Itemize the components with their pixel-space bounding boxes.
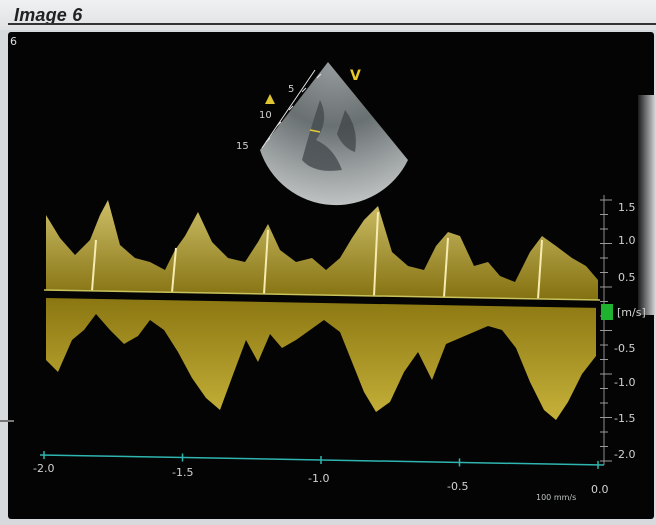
screen-edge-glare (638, 95, 656, 315)
spectrum-spike (171, 247, 177, 293)
vtick-label: -0.5 (614, 342, 635, 355)
sector-marker: V (350, 68, 361, 84)
vtick-label: 0.5 (618, 271, 636, 284)
scale-marker (601, 304, 613, 320)
time-label: 0.0 (591, 483, 609, 496)
time-label: -0.5 (447, 480, 468, 493)
sector-image (260, 62, 408, 206)
spectrum-spike (263, 229, 269, 295)
spectrum-spike (537, 239, 543, 300)
sweep-speed: 100 mm/s (536, 493, 576, 502)
vtick-label: -1.5 (614, 412, 635, 425)
velocity-unit: [m/s] (617, 306, 646, 319)
side-tab-mark (0, 420, 14, 422)
depth-label-15: 15 (236, 141, 249, 152)
time-label: -1.5 (172, 466, 193, 479)
spectrum-forward-flow (46, 200, 598, 300)
vtick-label: -2.0 (614, 448, 635, 461)
vtick-label: 1.0 (618, 234, 636, 247)
time-label: -2.0 (33, 462, 54, 475)
time-label: -1.0 (308, 472, 329, 485)
spectrum-spike (443, 237, 449, 298)
vtick-label: -1.0 (614, 376, 635, 389)
velocity-scale: [m/s] 1.5 1.0 0.5 -0.5 -1.0 -1.5 -2.0 (600, 195, 646, 465)
spectrum-spike (373, 211, 379, 297)
doppler-spectrum (46, 200, 598, 420)
page-title: Image 6 (14, 5, 83, 25)
baseline (43, 289, 601, 301)
header-rule (8, 23, 656, 25)
time-axis: -2.0 -1.5 -1.0 -0.5 0.0 100 mm/s (33, 451, 609, 502)
header-bar: Image 6 (0, 0, 656, 30)
depth-label-5: 5 (288, 84, 294, 95)
depth-label-10: 10 (259, 110, 272, 121)
focus-marker-icon (265, 94, 275, 104)
frame-index: 6 (10, 35, 17, 48)
vtick-label: 1.5 (618, 201, 636, 214)
spectrum-spike (91, 239, 97, 292)
spectrum-reverse-flow (46, 298, 596, 420)
